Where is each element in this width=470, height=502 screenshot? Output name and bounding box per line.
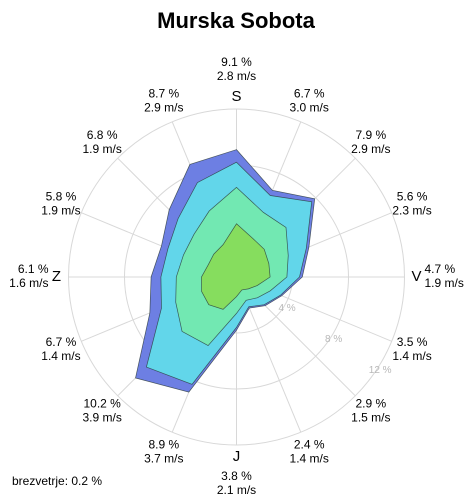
percent-label: 7.9 % [356, 128, 387, 142]
percent-label: 3.5 % [397, 335, 428, 349]
percent-label: 10.2 % [83, 397, 121, 411]
speed-label: 2.3 m/s [392, 203, 431, 217]
speed-label: 2.1 m/s [217, 483, 256, 497]
percent-label: 2.4 % [294, 438, 325, 452]
speed-label: 1.5 m/s [351, 411, 390, 425]
speed-label: 2.8 m/s [217, 69, 256, 83]
cardinal-label: S [231, 88, 241, 105]
percent-label: 5.8 % [46, 189, 77, 203]
speed-label: 1.9 m/s [41, 203, 80, 217]
cardinal-label: Z [52, 268, 61, 285]
calm-note: brezvetrje: 0.2 % [12, 474, 102, 488]
speed-label: 1.4 m/s [41, 349, 80, 363]
percent-label: 6.8 % [87, 128, 118, 142]
percent-label: 6.7 % [294, 87, 325, 101]
percent-label: 2.9 % [356, 397, 387, 411]
speed-label: 2.9 m/s [351, 142, 390, 156]
ring-label: 12 % [369, 365, 392, 376]
percent-label: 8.7 % [148, 87, 179, 101]
speed-label: 3.9 m/s [82, 411, 121, 425]
percent-label: 4.7 % [425, 262, 456, 276]
speed-label: 1.4 m/s [392, 349, 431, 363]
ring-label: 8 % [325, 334, 342, 345]
speed-label: 2.9 m/s [144, 101, 183, 115]
percent-label: 8.9 % [148, 438, 179, 452]
percent-label: 6.7 % [46, 335, 77, 349]
percent-label: 3.8 % [221, 469, 252, 483]
speed-label: 1.6 m/s [9, 276, 48, 290]
cardinal-label: J [233, 448, 241, 465]
percent-label: 5.6 % [397, 189, 428, 203]
chart-title: Murska Sobota [157, 8, 315, 33]
speed-label: 1.9 m/s [425, 276, 464, 290]
cardinal-label: V [411, 268, 421, 285]
wind-layer [201, 223, 271, 310]
speed-label: 3.0 m/s [290, 101, 329, 115]
percent-label: 6.1 % [18, 262, 49, 276]
ring-label: 4 % [278, 303, 295, 314]
speed-label: 1.4 m/s [290, 452, 329, 466]
speed-label: 1.9 m/s [82, 142, 121, 156]
speed-label: 3.7 m/s [144, 452, 183, 466]
percent-label: 9.1 % [221, 55, 252, 69]
